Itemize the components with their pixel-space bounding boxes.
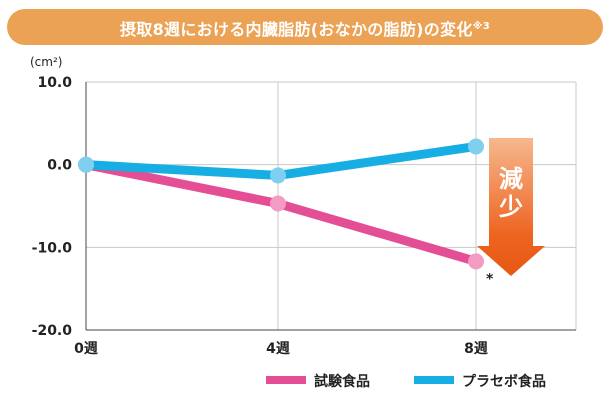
axes (85, 82, 576, 331)
decrease-arrow-group: 減 少 (477, 138, 545, 276)
chart-title-text: 摂取8週における内臓脂肪(おなかの脂肪)の変化 (120, 20, 473, 39)
legend-label-2: プラセボ食品 (462, 373, 546, 390)
data-point-s2 (78, 156, 94, 173)
y-axis-unit: (cm²) (30, 55, 62, 69)
significance-mark: * (486, 271, 494, 287)
data-point-s1 (270, 195, 286, 212)
title-banner: 摂取8週における内臓脂肪(おなかの脂肪)の変化※3 (7, 9, 603, 45)
data-point-s2 (270, 167, 286, 184)
chart-title: 摂取8週における内臓脂肪(おなかの脂肪)の変化※3 (7, 9, 603, 45)
y-tick-label: -10.0 (32, 240, 73, 256)
series (78, 138, 484, 270)
arrow-label-char-1: 減 (499, 165, 523, 193)
data-point-s2 (468, 138, 484, 155)
chart-title-note: ※3 (472, 21, 490, 32)
y-tick-label: -20.0 (32, 323, 73, 339)
legend-label-1: 試験食品 (314, 373, 370, 390)
x-tick-label: 8週 (464, 341, 488, 357)
data-point-s1 (468, 253, 484, 270)
legend: 試験食品 プラセボ食品 (266, 373, 546, 390)
y-tick-label: 10.0 (37, 75, 72, 91)
arrow-label-char-2: 少 (498, 193, 523, 221)
x-tick-label: 4週 (266, 341, 290, 357)
decrease-arrow (477, 138, 545, 276)
x-tick-label: 0週 (74, 341, 98, 357)
labels: 10.0 0.0 -10.0 -20.0 (cm²) 0週 4週 8週 * (30, 55, 494, 357)
y-tick-label: 0.0 (47, 158, 72, 174)
